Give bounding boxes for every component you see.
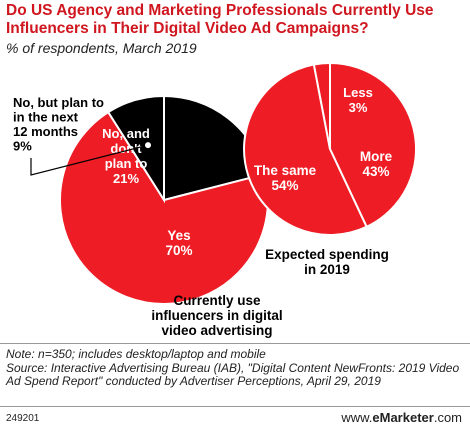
brand-logo[interactable]: www.eMarketer.com xyxy=(341,410,462,425)
chart-title: Do US Agency and Marketing Professionals… xyxy=(6,2,434,37)
chart-subtitle: % of respondents, March 2019 xyxy=(6,40,197,56)
pie2-label-less: Less 3% xyxy=(343,85,373,115)
note-text: Note: n=350; includes desktop/laptop and… xyxy=(6,347,266,361)
pie2-label-less-line: 3% xyxy=(349,100,368,115)
pie1-label-no-dont-plan-line: No, and xyxy=(102,126,150,141)
pie1-label-no-dont-plan-line: plan to xyxy=(105,156,148,171)
divider-bottom xyxy=(0,406,470,407)
pie1-caption: Currently use influencers in digital video… xyxy=(151,293,282,338)
pie2-caption: Expected spending in 2019 xyxy=(265,247,389,277)
pie2-label-same: The same 54% xyxy=(254,163,317,193)
pie1-caption-line: Currently use xyxy=(173,293,261,308)
pie1-label-no-plan: No, but plan to in the next 12 months 9% xyxy=(13,95,104,154)
pie2-label-same-line: 54% xyxy=(271,178,298,193)
brand-name: eMarketer xyxy=(372,410,434,425)
pie1-label-no-dont-plan-line: 21% xyxy=(113,171,139,186)
pie1-label-no-plan-line: in the next xyxy=(13,110,79,125)
brand-prefix: www. xyxy=(341,410,373,425)
brand-suffix: .com xyxy=(433,410,462,425)
pie1-caption-line: video advertising xyxy=(161,323,272,338)
pie2-caption-line: Expected spending xyxy=(265,247,389,262)
pie1-label-no-plan-line: 9% xyxy=(13,139,32,154)
pie2-label-more-line: 43% xyxy=(362,164,389,179)
chart-notes: Note: n=350; includes desktop/laptop and… xyxy=(6,347,466,389)
chart-canvas: Yes 70%No, and don't plan to 21%No, but plan… xyxy=(13,61,418,338)
pie2-slice-1 xyxy=(243,63,368,236)
pie2-label-more: More 43% xyxy=(360,149,393,179)
pie2-slice-0 xyxy=(329,61,418,229)
pie1-leader-dot xyxy=(145,142,151,149)
pie2-label-less-line: Less xyxy=(343,85,373,100)
pie1-label-no-plan-line: 12 months xyxy=(13,124,78,139)
pie2-label-more-line: More xyxy=(360,149,393,164)
pie1-leader-line xyxy=(30,144,149,176)
pie1-label-no-plan-line: No, but plan to xyxy=(13,95,104,110)
divider-top xyxy=(0,343,470,344)
pie1-slice-0 xyxy=(59,110,269,305)
source-text: Source: Interactive Advertising Bureau (… xyxy=(6,360,460,388)
chart-id: 249201 xyxy=(6,413,40,424)
pie2-caption-line: in 2019 xyxy=(304,262,350,277)
pie2-label-same-line: The same xyxy=(254,163,317,178)
pie1-label-yes: Yes 70% xyxy=(165,228,192,258)
pie2-slice-2 xyxy=(312,61,331,150)
pie1-label-yes-line: Yes xyxy=(167,228,190,243)
pie1-caption-line: influencers in digital xyxy=(151,308,282,323)
pie1-label-yes-line: 70% xyxy=(165,243,192,258)
